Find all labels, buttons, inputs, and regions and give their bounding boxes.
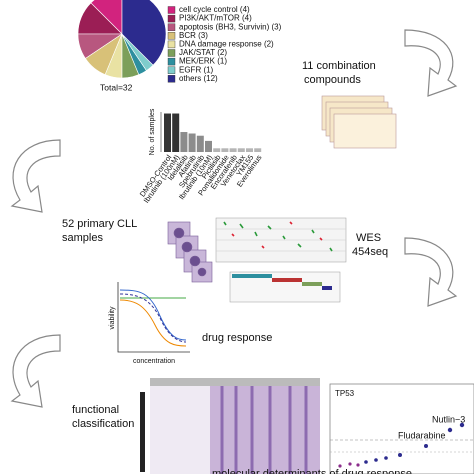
legend-swatch	[167, 66, 176, 74]
scatter-panel	[329, 383, 474, 474]
legend-swatch	[167, 14, 176, 23]
legend-label: others (12)	[179, 74, 218, 83]
label: 454seq	[352, 246, 388, 258]
pie-slice	[121, 0, 167, 66]
bar	[196, 135, 204, 152]
legend-swatch	[167, 32, 176, 40]
label: 52 primary CLL	[62, 218, 137, 230]
label: 11 combination	[302, 60, 376, 72]
y-axis-label: No. of samples	[149, 108, 156, 155]
label: Nutlin−3	[432, 414, 465, 424]
arrow	[404, 237, 458, 307]
bar	[172, 113, 180, 152]
response-plot	[117, 282, 190, 353]
legend-label: MEK/ERK (1)	[179, 57, 227, 66]
legend-label: BCR (3)	[179, 31, 208, 40]
arrow	[10, 334, 61, 408]
legend-swatch	[167, 6, 176, 14]
legend-label: DNA damage response (2)	[179, 40, 274, 49]
label: drug response	[202, 332, 272, 344]
mutation-matrix	[215, 217, 347, 303]
bar	[237, 148, 245, 152]
cell-images	[167, 221, 213, 283]
legend-label: apoptosis (BH3, Survivin) (3)	[179, 22, 282, 31]
label: Fludarabine	[398, 430, 446, 440]
legend-swatch	[167, 40, 176, 49]
legend-swatch	[167, 49, 176, 57]
bar	[229, 148, 237, 152]
bar	[246, 148, 253, 152]
bar	[180, 132, 188, 152]
legend-label: JAK/STAT (2)	[179, 48, 227, 57]
label: functional	[72, 404, 119, 416]
pie-chart: cell cycle control (4)PI3K/AKT/mTOR (4)a…	[77, 0, 282, 92]
bar	[205, 140, 212, 152]
bar	[254, 148, 262, 152]
legend-label: cell cycle control (4)	[179, 5, 250, 14]
heatmap	[140, 378, 320, 474]
legend-label: PI3K/AKT/mTOR (4)	[179, 14, 252, 23]
bar	[188, 133, 196, 152]
legend-swatch	[167, 23, 176, 31]
bar	[164, 113, 171, 152]
flow-arrows	[10, 29, 458, 408]
label: WES	[356, 232, 381, 244]
legend-label: EGFR (1)	[179, 65, 214, 74]
label: molecular determinants of drug response	[212, 468, 412, 474]
bar	[221, 148, 229, 152]
label: concentration	[133, 358, 175, 365]
label: classification	[72, 418, 134, 430]
arrow	[10, 139, 61, 213]
plate-stack	[321, 95, 397, 149]
label: samples	[62, 232, 103, 244]
legend-swatch	[167, 57, 176, 66]
bar	[213, 148, 221, 152]
label: viability	[109, 306, 116, 329]
pie-total: Total=32	[100, 82, 133, 92]
labels: 11 combination compounds 52 primary CLL sam…	[62, 60, 465, 474]
legend-swatch	[167, 75, 176, 83]
label: TP53	[335, 389, 355, 398]
label: compounds	[304, 74, 361, 86]
arrow	[404, 29, 458, 97]
